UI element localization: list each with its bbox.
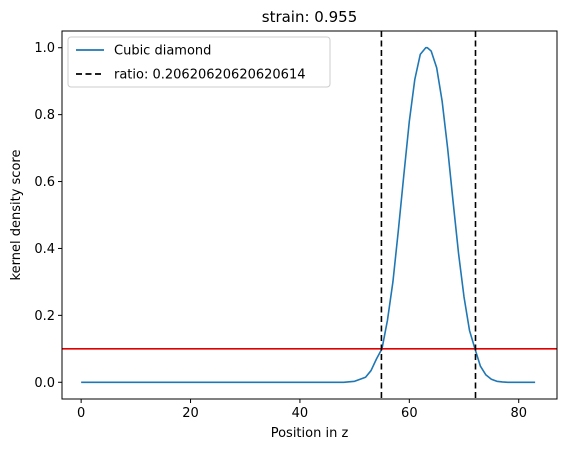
x-axis-label: Position in z xyxy=(271,426,349,441)
chart-title: strain: 0.955 xyxy=(262,8,358,26)
x-tick-label: 60 xyxy=(401,406,418,421)
y-tick-label: 0.4 xyxy=(34,242,55,257)
legend: Cubic diamond ratio: 0.20620620620620614 xyxy=(67,36,331,88)
y-tick-label: 0.8 xyxy=(34,108,55,123)
y-tick-label: 0.0 xyxy=(34,376,55,391)
legend-label-1: ratio: 0.20620620620620614 xyxy=(114,68,306,83)
legend-label-0: Cubic diamond xyxy=(114,44,211,59)
y-tick-label: 1.0 xyxy=(34,41,55,56)
series-line-0 xyxy=(81,46,536,384)
x-tick-label: 20 xyxy=(182,406,199,421)
y-tick-label: 0.2 xyxy=(34,309,55,324)
x-tick-label: 40 xyxy=(292,406,309,421)
y-tick-label: 0.6 xyxy=(34,175,55,190)
y-axis-label: kernel density score xyxy=(9,150,24,281)
legend-box xyxy=(67,36,331,88)
x-tick-label: 0 xyxy=(77,406,85,421)
x-tick-label: 80 xyxy=(510,406,527,421)
plot-frame xyxy=(61,30,558,400)
